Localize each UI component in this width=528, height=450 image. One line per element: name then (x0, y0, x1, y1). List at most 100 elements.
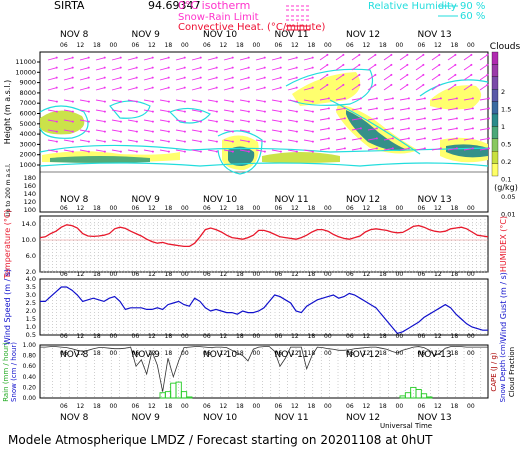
wind-arrow-head (199, 100, 202, 103)
wind-arrow (431, 64, 440, 71)
wind-arrow-head (470, 63, 473, 66)
rain-tick-label: 0.40 (23, 374, 37, 381)
wind-arrow-head (87, 120, 90, 123)
temperature-yticks: 14.0 10.0 6.0 2.0 (22, 220, 488, 276)
wind-arrow-head (311, 110, 314, 113)
wind-arrow (335, 107, 345, 111)
wind-arrow (191, 109, 201, 113)
wind-arrow (95, 99, 105, 103)
wind-arrow (463, 107, 473, 111)
wind-arrow-head (471, 137, 474, 140)
wind-arrow (159, 109, 169, 113)
wind-arrow-head (103, 140, 106, 143)
wind-arrow (175, 57, 185, 61)
wind-arrow-head (470, 83, 473, 86)
wind-arrow-head (183, 150, 186, 153)
hour-tick-label: 00 (396, 42, 404, 49)
wind-arrow (63, 129, 73, 133)
hour-tick-label: 06 (132, 271, 140, 278)
wind-arrow-head (119, 86, 122, 89)
hour-tick-label: 06 (275, 350, 283, 357)
wind-arrow-head (359, 137, 362, 140)
wind-arrow (175, 99, 185, 103)
legend-rh-label: Relative Humidity (368, 1, 457, 12)
wind-arrow (143, 87, 153, 91)
wind-arrow-head (167, 76, 170, 79)
wind-arrow (319, 64, 328, 71)
wind-arrow-head (487, 127, 490, 130)
cloud-ylabel: Height (m a.s.l.) (3, 80, 12, 145)
wind-arrow-head (215, 120, 218, 123)
wind-arrow-head (167, 86, 170, 89)
hour-tick-label: 12 (363, 205, 371, 212)
wind-arrow-head (103, 66, 106, 69)
wind-arrow (207, 129, 217, 133)
wind-arrow (79, 119, 89, 123)
wind-arrow-head (391, 97, 394, 100)
wind-arrow-head (439, 107, 442, 110)
wind-arrow (399, 74, 408, 81)
wind-arrow (143, 129, 153, 133)
wind-arrow-head (390, 53, 393, 56)
wind-arrow (287, 77, 297, 81)
wind-arrow-head (342, 63, 345, 66)
wind-arrow-head (151, 66, 154, 69)
wind-arrow (447, 147, 457, 151)
hour-tick-label: 18 (93, 205, 101, 212)
wind-arrow-head (486, 73, 489, 76)
day-label: NOV 11 (275, 413, 309, 423)
wind-arrow (287, 139, 297, 143)
wind-arrow (111, 67, 121, 71)
day-label: NOV 10 (203, 195, 237, 205)
hour-tick-label: 00 (181, 205, 189, 212)
rain-frame (39, 344, 489, 399)
wind-arrow (399, 137, 409, 141)
wind-arrow (399, 54, 408, 61)
temperature-tick-label: 10.0 (22, 236, 36, 244)
wind-arrow (415, 107, 425, 111)
hour-tick-label: 06 (275, 271, 283, 278)
wind-arrow (479, 54, 488, 61)
wind-arrow-head (55, 66, 58, 69)
hour-tick-label: 00 (467, 205, 475, 212)
wind-arrow-head (103, 110, 106, 113)
wind-arrow-head (247, 56, 250, 59)
wind-arrow-head (119, 56, 122, 59)
legend-isotherm-label: 0°C isotherm (178, 0, 250, 12)
station-id: 94.69347 (148, 0, 201, 12)
height-tick-label: 8000 (19, 89, 36, 97)
wind-arrow (255, 139, 265, 143)
wind-arrow-head (422, 83, 425, 86)
wind-arrow (463, 74, 472, 81)
wind-arrow (207, 67, 217, 71)
wind-arrow-head (55, 140, 58, 143)
wind-arrow (303, 99, 313, 103)
wind-arrow-head (423, 117, 426, 120)
wind-arrow-head (374, 83, 377, 86)
wind-arrow (111, 77, 121, 81)
hour-tick-label: 12 (434, 271, 442, 278)
wind-arrow (351, 147, 361, 151)
hour-tick-label: 00 (253, 403, 261, 410)
wind-arrow-head (454, 73, 457, 76)
wind-arrow (415, 147, 425, 151)
wind-arrow (479, 127, 489, 131)
day-label: NOV 13 (418, 195, 452, 205)
hour-tick-label: 12 (77, 205, 85, 212)
hour-tick-label: 12 (148, 271, 156, 278)
legend-rh-swatch (438, 5, 458, 17)
wind-arrow-head (151, 140, 154, 143)
station-name: SIRTA (54, 0, 85, 12)
wind-arrow-head (87, 150, 90, 153)
wind-arrow-head (487, 147, 490, 150)
wind-arrow-head (407, 137, 410, 140)
wind-arrow (223, 77, 233, 81)
wind-arrow (367, 137, 377, 141)
wind-arrow-head (471, 97, 474, 100)
hour-tick-label: 18 (236, 42, 244, 49)
cloud-water-region (292, 72, 361, 106)
wind-arrow-head (311, 100, 314, 103)
rain-bar (186, 396, 193, 399)
wind-arrow-head (342, 83, 345, 86)
wind-arrow (207, 57, 217, 61)
